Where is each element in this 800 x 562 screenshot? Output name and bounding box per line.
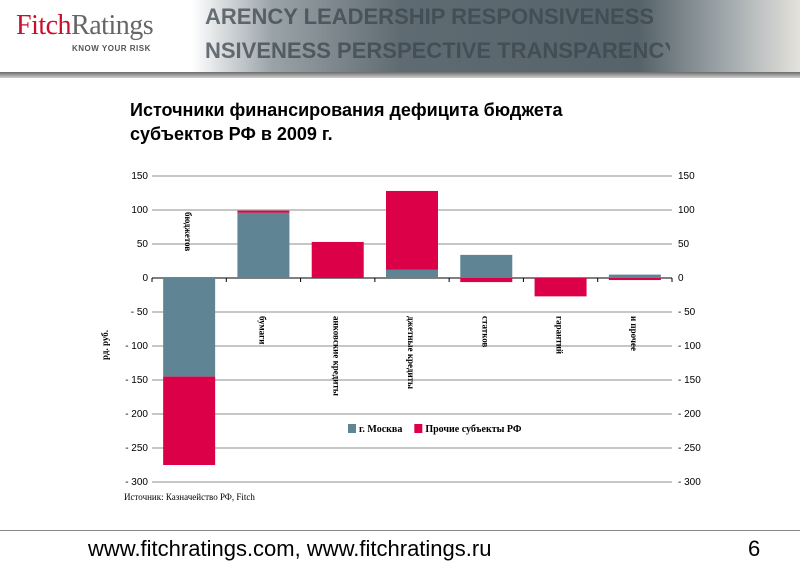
y2-tick-label: - 300 [678,477,701,488]
y-tick-label: 50 [137,239,149,250]
y2-tick-label: 50 [678,239,690,250]
title-line: субъектов РФ в 2009 г. [130,124,333,144]
category-label: статков [480,316,490,348]
y-tick-label: - 300 [125,477,148,488]
footer-divider [0,530,800,531]
fitch-logo: FitchRatings [16,10,154,42]
y-tick-label: - 150 [125,375,148,386]
bar-other [460,278,513,283]
bar-moscow [460,254,513,278]
y-tick-label: 100 [131,205,148,216]
banner-line: ARENCY LEADERSHIP RESPONSIVENESS [205,4,655,29]
category-label: анковские кредиты [332,316,342,396]
y2-tick-label: 0 [678,273,684,284]
y2-tick-label: - 250 [678,443,701,454]
y2-tick-label: - 200 [678,409,701,420]
header-banner: ARENCY LEADERSHIP RESPONSIVENESS NSIVENE… [0,0,800,72]
bar-moscow [608,274,661,278]
bar-other [386,190,438,270]
category-label: бюджетов [183,212,193,251]
bar-moscow [237,212,290,278]
y-tick-label: - 100 [125,341,148,352]
chart-source: Источник: Казначейство РФ, Fitch [124,492,255,502]
legend-label: Прочие субъекты РФ [425,424,522,435]
bar-chart: 150 150 100 100 50 50 0 0 - 50 - 50 - 100 - 100 - 15… [100,171,701,502]
footer-links[interactable]: www.fitchratings.com, www.fitchratings.r… [88,536,492,561]
bar-moscow [386,269,438,278]
bar-other [163,376,216,465]
logo-fitch: Fitch [16,10,72,41]
y-tick-label: - 250 [125,443,148,454]
category-label: джетные кредиты [406,316,416,389]
category-label: и прочее [629,316,639,351]
category-label: бумаги [257,316,267,344]
bar-other [534,278,587,297]
slide-title: Источники финансирования дефицита бюджет… [130,98,562,146]
banner-words: ARENCY LEADERSHIP RESPONSIVENESS NSIVENE… [205,0,670,72]
page-number: 6 [748,536,761,561]
y-tick-label: - 200 [125,409,148,420]
tagline: KNOW YOUR RISK [72,44,151,53]
bar-other [237,210,290,213]
logo-ratings: Ratings [71,10,154,41]
y-tick-label: 0 [142,273,148,284]
y2-tick-label: - 50 [678,307,696,318]
legend-swatch [414,424,423,433]
y2-tick-label: 100 [678,205,695,216]
header-divider [0,72,800,78]
y2-tick-label: - 100 [678,341,701,352]
legend-swatch [348,424,356,433]
legend-label: г. Москва [359,424,402,435]
banner-line: NSIVENESS PERSPECTIVE TRANSPARENCY [205,38,670,63]
y-tick-label: 150 [131,171,148,182]
y-axis-label: рд. руб. [100,330,110,360]
y2-tick-label: - 150 [678,375,701,386]
bar-other [311,241,364,278]
y2-tick-label: 150 [678,171,695,182]
category-label: гарантий [555,316,565,354]
bar-other [608,278,661,281]
title-line: Источники финансирования дефицита бюджет… [130,100,563,120]
bar-moscow [163,278,216,377]
y-tick-label: - 50 [131,307,149,318]
